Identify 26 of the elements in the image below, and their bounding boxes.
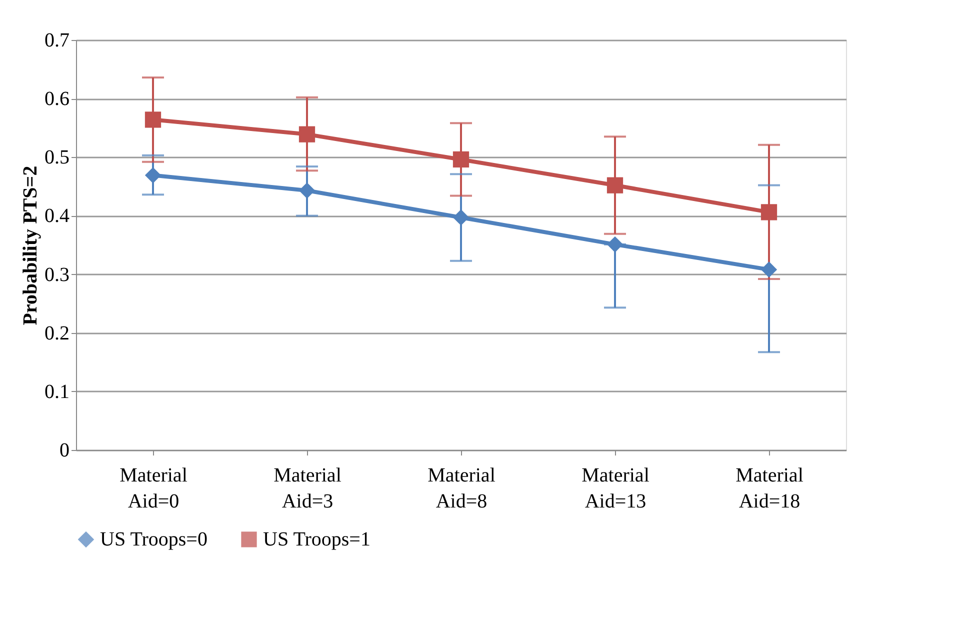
point <box>452 151 470 168</box>
point <box>452 209 470 226</box>
y-tick-label: 0.3 <box>44 264 70 286</box>
y-tick-label: 0.4 <box>44 205 70 228</box>
legend-label: US Troops=0 <box>100 528 208 550</box>
point <box>298 126 316 142</box>
y-tick-label: 0.7 <box>44 30 70 52</box>
y-axis-title: Probability PTS=2 <box>20 166 42 326</box>
x-tick-label: Material Aid=0 <box>120 464 188 512</box>
point <box>298 182 316 199</box>
x-tick-label: Material Aid=13 <box>582 464 650 512</box>
point <box>606 236 624 252</box>
point <box>144 167 162 184</box>
x-tick-label: Material Aid=3 <box>274 464 342 512</box>
point <box>606 177 624 194</box>
y-tick-label: 0.2 <box>44 322 70 344</box>
point <box>760 204 778 220</box>
y-tick-label: 0.1 <box>44 380 70 403</box>
x-tick-label: Material Aid=18 <box>736 464 804 512</box>
y-tick-label: 0 <box>60 440 70 462</box>
point <box>760 262 778 278</box>
point <box>144 112 162 128</box>
y-tick-label: 0.5 <box>44 146 70 169</box>
legend-label: US Troops=1 <box>263 528 370 550</box>
y-tick-label: 0.6 <box>44 88 70 110</box>
x-tick-label: Material Aid=8 <box>428 464 496 512</box>
